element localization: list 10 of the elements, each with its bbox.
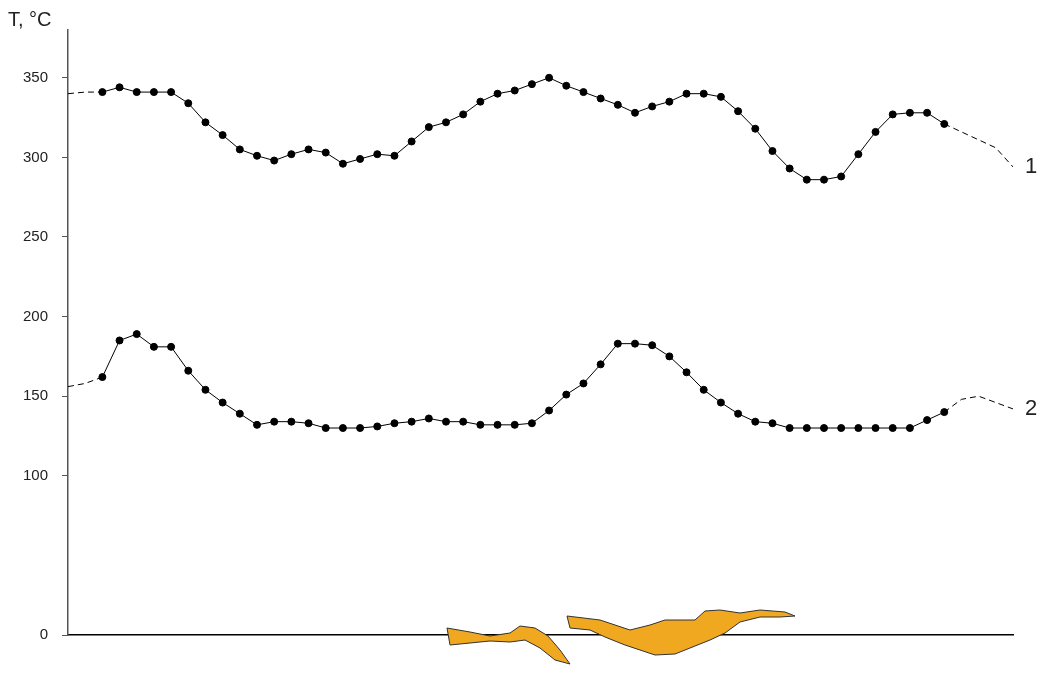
y-tick-label: 0 — [39, 625, 48, 643]
text: 1 — [1025, 152, 1038, 178]
y-tick-label: 100 — [22, 465, 48, 483]
text: 2 — [1025, 394, 1038, 420]
y-tick-label: 200 — [22, 306, 48, 324]
y-tick-label: 300 — [22, 147, 48, 165]
y-tick-label: 150 — [22, 386, 48, 404]
y-tick-label: 350 — [22, 67, 48, 85]
y-tick-label: 250 — [22, 227, 48, 245]
y-axis-title: T, °C — [8, 8, 52, 31]
